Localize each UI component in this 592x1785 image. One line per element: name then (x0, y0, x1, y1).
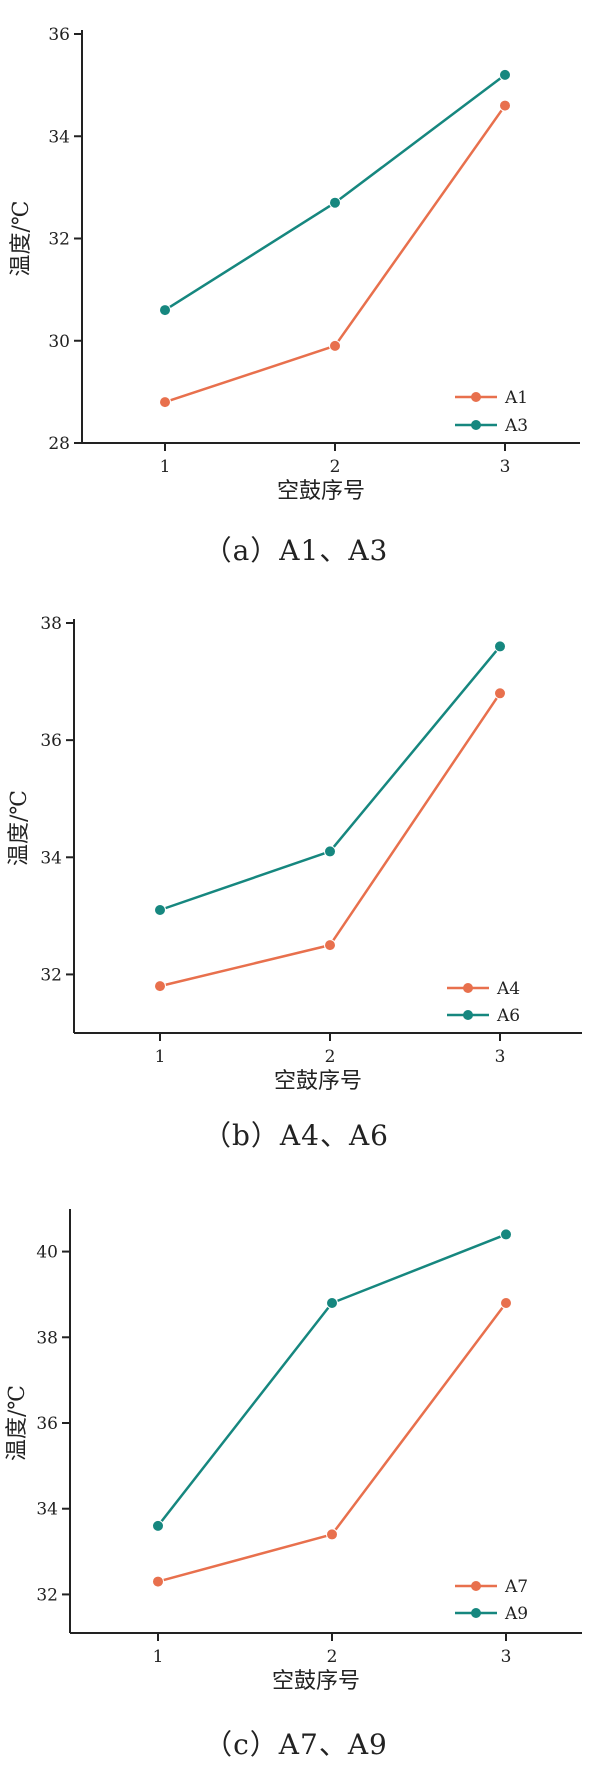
x-tick-label-b: 3 (495, 1047, 506, 1067)
legend-marker-a9 (471, 1608, 481, 1618)
x-tick-label-b: 2 (325, 1047, 336, 1067)
y-tick-label-c: 34 (36, 1500, 58, 1520)
y-tick-label-a: 28 (48, 434, 70, 454)
x-tick-label-a: 1 (160, 457, 171, 477)
y-tick-label-b: 36 (40, 731, 62, 751)
data-point-a7 (152, 1575, 164, 1588)
x-tick-label-b: 1 (155, 1047, 166, 1067)
x-axis-title-b: 空鼓序号 (274, 1069, 362, 1094)
x-tick-label-a: 3 (500, 457, 511, 477)
x-tick-label-c: 2 (327, 1647, 338, 1667)
data-point-a9 (500, 1228, 512, 1241)
chart-panel-c: 32 34 36 38 40 1 2 3 温度/℃ 空鼓序号 A7 A9 （c）A7、A9 (0, 1180, 592, 1781)
data-point-a4 (154, 980, 166, 993)
chart-b: 32 34 36 38 1 2 3 温度/℃ 空鼓序号 A4 A6 （b）A4、A6 (7, 614, 582, 1152)
data-point-a6 (324, 845, 336, 858)
legend-marker-a6 (463, 1010, 473, 1020)
y-tick-label-c: 32 (36, 1585, 58, 1605)
y-tick-label-b: 34 (40, 848, 62, 868)
data-point-a6 (154, 904, 166, 916)
data-point-a3 (159, 304, 171, 317)
data-point-a3 (499, 68, 511, 81)
data-point-a7 (326, 1528, 338, 1541)
legend-marker-a3 (471, 420, 481, 430)
x-axis-title-c: 空鼓序号 (272, 1669, 360, 1694)
data-point-a9 (152, 1519, 164, 1532)
series-line-a9 (157, 1233, 507, 1527)
data-point-a7 (500, 1297, 512, 1309)
caption-b: （b）A4、A6 (203, 1119, 389, 1152)
data-point-a1 (159, 396, 171, 409)
y-tick-label-b: 38 (40, 614, 62, 634)
y-tick-label-a: 36 (48, 25, 70, 45)
series-line-a3 (164, 73, 506, 312)
legend-label-a9: A9 (504, 1604, 528, 1624)
data-point-a9 (326, 1297, 338, 1309)
caption-a: （a）A1、A3 (204, 534, 389, 567)
y-tick-label-a: 30 (48, 332, 70, 352)
y-tick-label-c: 36 (36, 1414, 58, 1434)
legend-label-a1: A1 (504, 388, 528, 408)
legend-marker-a1 (471, 392, 481, 402)
x-axis-title-a: 空鼓序号 (277, 479, 365, 504)
data-point-a4 (494, 687, 506, 700)
y-axis-title-b: 温度/℃ (7, 790, 32, 866)
legend-label-a4: A4 (496, 979, 520, 999)
legend-marker-a4 (463, 983, 473, 993)
series-line-a6 (159, 645, 501, 912)
chart-panel-a: 28 30 32 34 36 1 2 3 温度/℃ 空鼓序号 A1 A3 （a）A1、A3 (0, 0, 592, 590)
data-point-a4 (324, 939, 336, 952)
legend-label-a7: A7 (504, 1577, 528, 1597)
data-point-a3 (329, 196, 341, 209)
chart-a: 28 30 32 34 36 1 2 3 温度/℃ 空鼓序号 A1 A3 （a）A1、A3 (9, 25, 580, 567)
y-tick-label-a: 34 (48, 127, 70, 147)
data-point-a1 (329, 339, 341, 352)
legend-marker-a7 (471, 1581, 481, 1591)
x-tick-label-c: 1 (153, 1647, 164, 1667)
data-point-a1 (499, 99, 511, 112)
series-line-a1 (164, 104, 507, 404)
chart-c: 32 34 36 38 40 1 2 3 温度/℃ 空鼓序号 A7 A9 （c）A7、A9 (5, 1209, 582, 1761)
y-axis-title-c: 温度/℃ (5, 1385, 30, 1461)
y-tick-label-b: 32 (40, 965, 62, 985)
y-tick-label-a: 32 (48, 230, 70, 250)
data-point-a6 (494, 640, 506, 653)
legend-label-a3: A3 (504, 416, 528, 436)
chart-panel-b: 32 34 36 38 1 2 3 温度/℃ 空鼓序号 A4 A6 （b）A4、A6 (0, 590, 592, 1180)
y-axis-title-a: 温度/℃ (9, 200, 34, 276)
legend-label-a6: A6 (496, 1006, 520, 1026)
x-tick-label-c: 3 (501, 1647, 512, 1667)
x-tick-label-a: 2 (330, 457, 341, 477)
caption-c: （c）A7、A9 (204, 1728, 388, 1761)
y-tick-label-c: 40 (36, 1243, 58, 1263)
y-tick-label-c: 38 (36, 1328, 58, 1348)
